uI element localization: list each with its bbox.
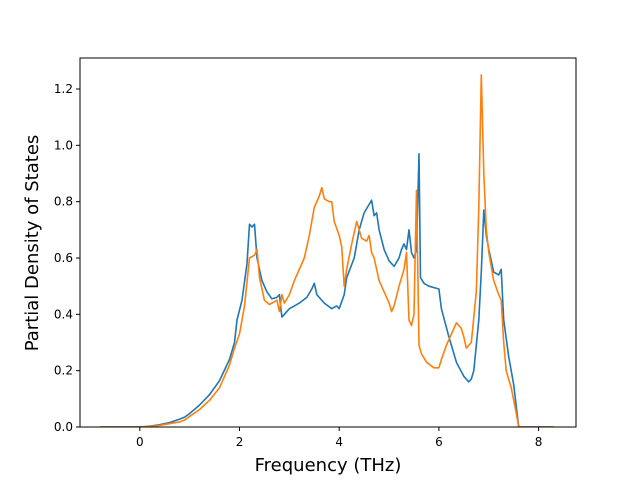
y-tick-label: 0.4	[54, 307, 73, 321]
series-line-2	[99, 74, 554, 427]
y-tick-label: 1.2	[54, 82, 73, 96]
y-tick-label: 0.6	[54, 251, 73, 265]
x-axis-label: Frequency (THz)	[255, 455, 402, 476]
series-line-1	[99, 153, 554, 427]
y-tick-label: 0.8	[54, 195, 73, 209]
plot-frame	[79, 57, 577, 428]
series-layer	[99, 74, 554, 427]
x-tick-label: 4	[335, 435, 343, 449]
x-tick-label: 6	[435, 435, 443, 449]
y-tick-label: 0.0	[54, 420, 73, 434]
x-tick-label: 0	[136, 435, 144, 449]
x-tick-label: 2	[236, 435, 244, 449]
y-axis-label: Partial Density of States	[22, 135, 43, 352]
y-tick-label: 1.0	[54, 138, 73, 152]
axes-layer: 0 2 4 6 8 0.0 0.2 0.4 0.6 0.8 1.0 1.2	[54, 57, 577, 449]
y-tick-label: 0.2	[54, 364, 73, 378]
x-tick-label: 8	[535, 435, 543, 449]
